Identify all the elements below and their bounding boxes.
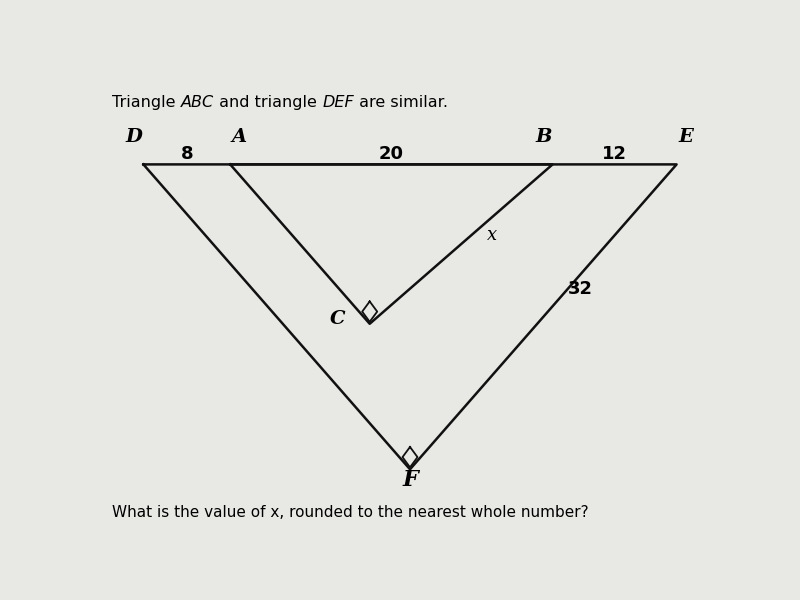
- Text: and triangle: and triangle: [214, 95, 322, 110]
- Text: F: F: [402, 469, 418, 491]
- Text: D: D: [126, 128, 142, 146]
- Text: E: E: [678, 128, 694, 146]
- Text: x: x: [487, 226, 498, 244]
- Text: are similar.: are similar.: [354, 95, 448, 110]
- Text: 12: 12: [602, 145, 627, 163]
- Text: 20: 20: [379, 145, 404, 163]
- Text: What is the value of x, rounded to the nearest whole number?: What is the value of x, rounded to the n…: [112, 505, 589, 520]
- Text: 32: 32: [568, 280, 593, 298]
- Text: C: C: [330, 310, 345, 328]
- Text: B: B: [535, 128, 551, 146]
- Text: ABC: ABC: [181, 95, 214, 110]
- Text: A: A: [232, 128, 247, 146]
- Text: DEF: DEF: [322, 95, 354, 110]
- Text: 8: 8: [181, 145, 193, 163]
- Text: Triangle: Triangle: [112, 95, 181, 110]
